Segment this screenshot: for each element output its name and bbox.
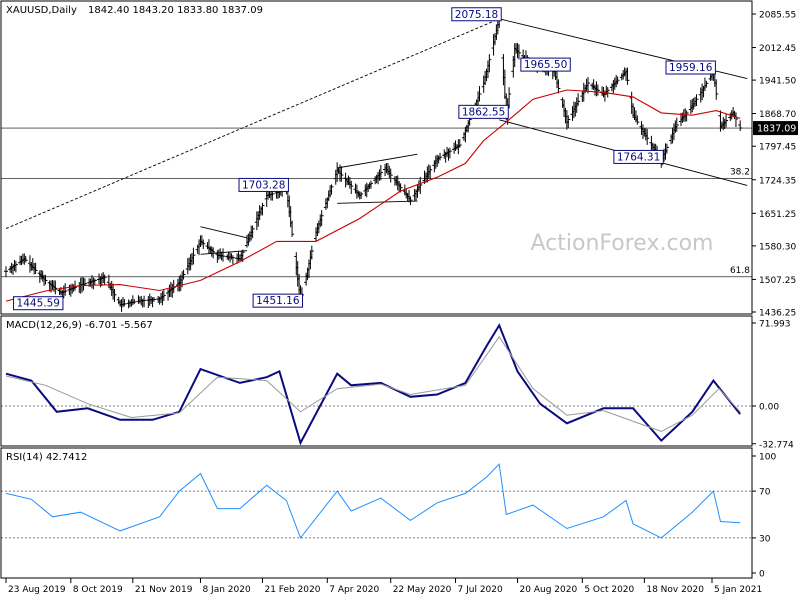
rsi-panel-title: RSI(14) 42.7412 — [6, 452, 87, 463]
trendline — [5, 18, 500, 229]
trendline — [200, 226, 248, 239]
macd-panel — [0, 315, 753, 447]
current-price-badge — [753, 121, 798, 136]
price-axis-label: 1724.35 — [759, 176, 796, 186]
price-annotation-label: 1764.31 — [617, 151, 660, 163]
rsi-axis-label: 70 — [759, 488, 771, 498]
macd-line — [5, 323, 741, 446]
price-annotation: 1445.59 — [13, 296, 64, 311]
x-axis-label: 8 Oct 2019 — [73, 585, 123, 595]
macd-axis-label: -32.774 — [759, 440, 794, 450]
price-annotation-label: 1445.59 — [17, 298, 60, 310]
moving-average-line — [5, 89, 741, 302]
price-annotation-label: 1862.55 — [462, 106, 505, 118]
price-annotation: 1451.16 — [252, 293, 304, 308]
macd-panel-title: MACD(12,26,9) -6.701 -5.567 — [6, 320, 153, 331]
price-annotation-box — [458, 104, 509, 119]
price-annotation: 1764.31 — [613, 149, 664, 164]
price-axis-label: 1797.45 — [759, 143, 796, 153]
price-axis-label: 1941.50 — [759, 77, 796, 87]
rsi-axis-label: 0 — [759, 570, 765, 580]
current-price-label: 1837.09 — [757, 124, 796, 135]
trendline — [337, 153, 418, 169]
ohlc-readout: 1842.40 1843.20 1833.80 1837.09 — [88, 5, 263, 16]
price-annotation: 2075.18 — [451, 7, 502, 22]
x-axis-label: 18 Nov 2020 — [646, 585, 704, 595]
rsi-axis-label: 100 — [759, 453, 776, 463]
price-axis-label: 1868.70 — [759, 110, 796, 120]
price-axis-label: 1436.25 — [759, 309, 796, 319]
trendline — [200, 250, 248, 255]
price-annotation-box — [613, 149, 664, 164]
axis-layer: 2085.55 2012.45 1941.50 1868.70 1797.45 1724.… — [5, 11, 798, 595]
price-annotation: 1862.55 — [458, 104, 509, 119]
price-axis-label: 2012.45 — [759, 44, 796, 54]
x-axis-label: 5 Jan 2021 — [714, 585, 762, 595]
x-axis-label: 8 Jan 2020 — [202, 585, 250, 595]
price-annotation-label: 1703.28 — [242, 179, 285, 191]
x-axis-label: 22 May 2020 — [393, 585, 452, 595]
trendline — [337, 200, 418, 204]
price-panel — [0, 0, 753, 315]
price-annotation-box — [451, 7, 502, 22]
macd-axis-label: 71.993 — [759, 320, 791, 330]
price-annotation: 1965.50 — [520, 57, 571, 72]
price-annotation-box — [520, 57, 571, 72]
x-axis-label: 7 Apr 2020 — [329, 585, 379, 595]
price-annotation: 1703.28 — [238, 177, 289, 192]
annotation-layer: 2075.18 1965.50 1959.16 1862.55 1764.31 1703.… — [13, 7, 716, 311]
x-axis-label: 21 Feb 2020 — [264, 585, 320, 595]
price-annotation: 1959.16 — [665, 60, 716, 75]
price-panel-title: XAUUSD,Daily — [6, 5, 77, 16]
x-axis-label: 21 Nov 2019 — [135, 585, 193, 595]
rsi-line — [5, 463, 741, 539]
x-axis-label: 20 Aug 2020 — [520, 585, 578, 595]
price-annotation-label: 1965.50 — [524, 59, 567, 71]
rsi-axis-label: 30 — [759, 534, 771, 544]
fib-level-label: 61.8 — [730, 266, 750, 276]
x-axis-label: 7 Jul 2020 — [458, 585, 503, 595]
price-annotation-box — [238, 177, 289, 192]
fib-level-label: 38.2 — [730, 168, 750, 178]
price-annotation-box — [13, 296, 64, 311]
price-annotation-label: 1451.16 — [256, 295, 300, 307]
price-axis-label: 1651.25 — [759, 210, 796, 220]
x-axis-label: 5 Oct 2020 — [584, 585, 634, 595]
watermark: ActionForex.com — [531, 231, 714, 256]
price-annotation-label: 1959.16 — [669, 62, 713, 74]
price-axis-label: 2085.55 — [759, 11, 796, 21]
price-series-layer — [4, 14, 743, 312]
rsi-layer — [1, 463, 752, 539]
macd-axis-label: 0.00 — [759, 403, 779, 413]
price-annotation-box — [252, 293, 304, 308]
price-axis-label: 1507.25 — [759, 276, 796, 286]
macd-signal-line — [5, 335, 741, 432]
rsi-panel — [0, 447, 753, 579]
price-annotation-box — [665, 60, 716, 75]
price-annotation-label: 2075.18 — [455, 9, 498, 21]
x-axis-label: 23 Aug 2019 — [8, 585, 66, 595]
price-axis-label: 1580.30 — [759, 242, 796, 252]
macd-layer — [1, 323, 752, 446]
